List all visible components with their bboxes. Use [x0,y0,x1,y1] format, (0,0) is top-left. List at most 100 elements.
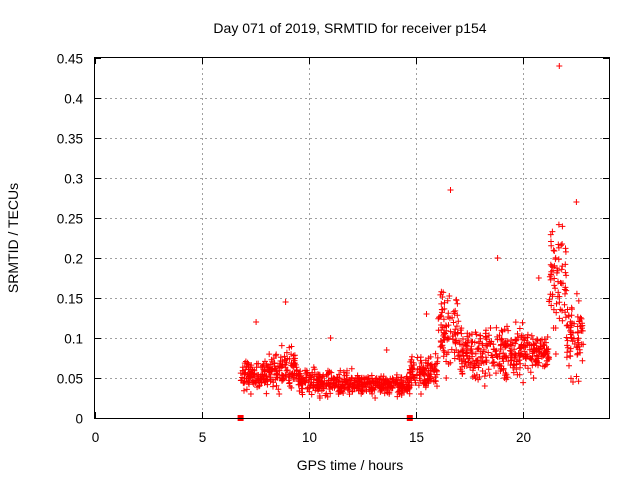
data-point [487,340,494,347]
data-point [475,364,482,371]
data-point [253,360,260,367]
data-point [327,384,334,390]
data-point [528,332,535,339]
data-point [526,355,533,361]
data-point [443,375,450,381]
data-point [516,325,523,332]
data-point [463,349,470,356]
data-point [364,380,371,387]
data-point [499,355,506,362]
data-point [575,335,582,342]
data-point [493,324,500,331]
data-point [287,383,293,390]
data-point [247,391,254,397]
data-point [433,360,440,367]
data-point [432,350,439,357]
data-point [270,383,276,390]
data-point [416,365,423,372]
data-point [455,318,462,325]
y-tick-label: 0 [75,412,83,427]
data-point [555,241,562,248]
data-point [536,348,543,355]
data-point [316,395,323,401]
data-point [530,375,537,381]
data-point [574,313,581,320]
data-point [465,355,472,362]
data-point [548,268,555,275]
data-point [574,344,581,351]
data-point [441,329,447,336]
data-point [342,381,349,388]
data-point [472,350,479,357]
data-point [497,368,504,374]
data-point [453,323,460,330]
data-point [486,332,492,339]
data-point [267,361,274,368]
data-point [508,337,515,343]
data-point [475,340,482,347]
data-point [249,372,255,379]
data-point [282,299,289,305]
data-point [501,375,508,381]
data-point [507,362,514,368]
data-point [571,341,578,347]
data-point [574,323,581,330]
data-point [546,298,553,305]
data-point [487,325,494,331]
data-point [481,383,488,389]
data-point [533,352,540,359]
y-tick-label: 0.45 [57,52,83,67]
data-point [490,346,497,353]
data-point [559,223,566,230]
data-point [267,371,274,378]
data-point [535,275,542,281]
data-point [472,357,479,364]
data-point [570,329,576,336]
axis-ticks: 0 0.05 0.1 0.15 0.2 0.25 0.3 0.35 0.4 0.45 0 5 10 15 2… [57,52,609,445]
data-point [296,376,303,383]
data-point [286,380,293,387]
data-point [349,388,356,395]
data-point [552,254,559,261]
data-point [567,352,573,359]
data-point [460,346,467,352]
data-point [521,348,528,355]
data-point [548,302,555,309]
data-point [446,293,453,299]
data-point [507,347,513,354]
data-point [563,354,570,361]
data-point [500,365,507,372]
data-point [296,388,303,394]
data-point [308,391,315,398]
data-point [575,378,582,385]
data-point [248,362,255,369]
data-point [282,364,289,371]
data-point [449,333,456,340]
data-point [573,199,580,205]
data-point [338,384,345,391]
data-point [508,342,515,349]
data-point [344,367,350,374]
data-point [441,324,448,331]
data-point [516,357,523,364]
data-point [434,383,440,390]
data-point [325,370,332,377]
data-point [541,363,548,370]
data-point [551,262,558,269]
data-point [473,331,480,338]
data-point [348,374,355,381]
data-point [552,285,559,292]
data-point [242,369,249,376]
data-point [535,345,542,352]
data-point [248,371,254,378]
data-point [558,266,565,273]
data-point [290,355,297,362]
x-tick-label: 0 [92,430,100,445]
data-point [239,364,246,371]
data-point [472,363,479,369]
data-point [279,375,286,382]
data-point [281,357,288,364]
data-point [270,355,277,362]
data-point [540,350,547,357]
